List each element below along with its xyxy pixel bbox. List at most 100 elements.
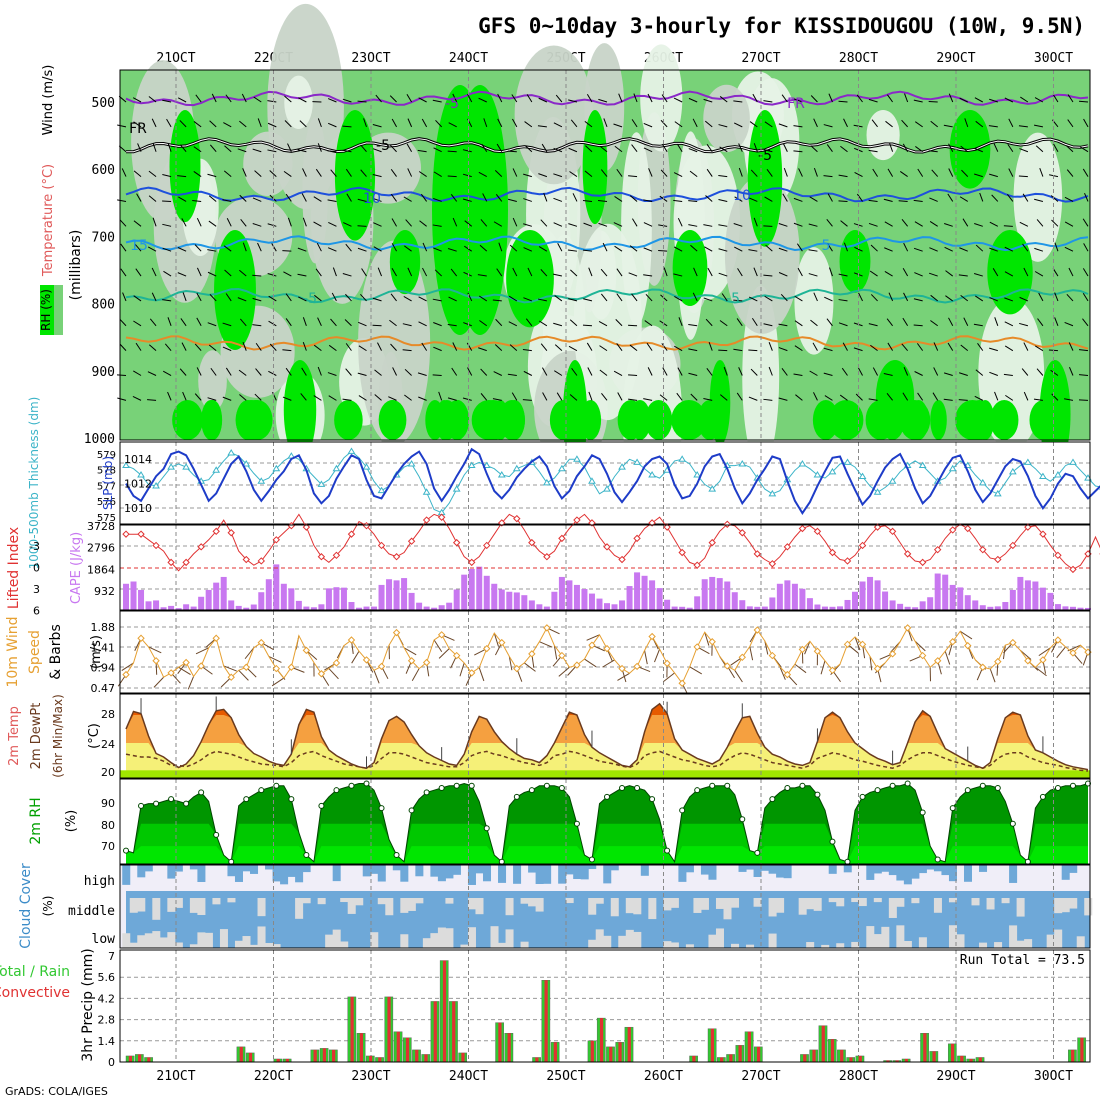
precip-convective-bar <box>830 1039 835 1062</box>
wind-barb <box>406 143 413 152</box>
cloud-high-bar <box>565 865 574 875</box>
cape-bar <box>1085 607 1091 610</box>
wind-barb <box>582 199 593 202</box>
wind10m-barb <box>121 662 134 671</box>
rh2m-marker <box>679 807 686 814</box>
wind10m-marker <box>873 664 882 673</box>
li-marker <box>768 560 777 568</box>
wind-barb <box>827 243 833 252</box>
wind-barb <box>317 118 322 128</box>
wind-barb <box>1064 196 1074 202</box>
wind-barb <box>328 222 337 227</box>
top-date-label: 27OCT <box>741 51 780 66</box>
wind-barb <box>342 149 352 153</box>
cape-bar <box>724 581 731 610</box>
cape-bar <box>483 575 490 610</box>
rh-dry-region <box>1013 132 1063 262</box>
cloud-middle-gap <box>257 898 266 917</box>
wind-barb <box>973 323 983 327</box>
cape-bar <box>243 607 250 610</box>
cape-bar <box>791 583 798 610</box>
wind-barb <box>553 122 563 128</box>
wind-barb <box>222 199 232 202</box>
isotherm-label: -5 <box>445 96 459 112</box>
wind-barb <box>810 319 818 327</box>
wind-barb <box>661 143 668 152</box>
wind-barb <box>838 299 848 302</box>
wind-barb <box>117 124 127 128</box>
precip-convective-bar <box>821 1025 825 1062</box>
cloud-low-gap <box>595 929 604 948</box>
cloud-low-gap <box>948 925 957 948</box>
cloud-low-gap <box>460 944 469 948</box>
cloud-middle-gap <box>858 898 867 907</box>
wind-barb <box>300 393 307 401</box>
cloud-high-bar <box>437 865 446 882</box>
wind-barb <box>855 393 863 401</box>
wind-barb <box>360 293 367 302</box>
wind-barb <box>553 173 563 178</box>
precip-convective-bar <box>128 1055 133 1062</box>
li-marker <box>783 543 792 551</box>
cape-bar <box>716 578 723 610</box>
cape-bar <box>904 606 911 610</box>
li-marker <box>558 534 566 543</box>
rh2m-marker <box>979 782 986 789</box>
cloud-high-bar <box>250 865 259 874</box>
wind-barb <box>421 118 428 128</box>
wind-barb <box>1082 318 1089 327</box>
wind-barb <box>813 118 818 128</box>
cape-bar <box>882 591 889 610</box>
rh2m-marker <box>423 789 430 796</box>
wind-barb <box>661 343 668 351</box>
cloud-middle-gap <box>768 898 777 917</box>
rh-moist-region <box>582 110 608 225</box>
wind-barb <box>438 391 443 401</box>
wind-barb <box>738 367 743 376</box>
rh2m-marker <box>408 807 415 814</box>
cape-bar <box>265 579 272 610</box>
wind-barb <box>643 247 653 252</box>
wind-barb <box>524 121 533 128</box>
wind-barb <box>752 93 758 103</box>
wind10m-barb <box>794 663 807 674</box>
wind-barb <box>463 322 472 327</box>
wind-barb <box>826 318 833 327</box>
wind-barb <box>1008 118 1014 128</box>
wind-barb <box>885 120 893 128</box>
cape-bar <box>987 606 994 610</box>
wind-barb <box>271 243 277 252</box>
temp-base-band <box>120 770 1090 778</box>
cloud-middle-gap <box>753 898 762 907</box>
thickness-marker <box>1054 471 1062 478</box>
wind10m-barb <box>433 639 443 653</box>
wind-barb <box>614 245 623 252</box>
cloud-low-gap <box>851 941 860 948</box>
precip-convective-bar <box>147 1057 151 1062</box>
cloud-middle-gap <box>648 898 657 920</box>
cloud-middle-gap <box>174 898 183 908</box>
wind-barb <box>211 93 217 103</box>
thickness-marker <box>1069 458 1077 465</box>
wind-barb <box>703 398 713 401</box>
wind-barb <box>868 323 878 327</box>
wind-barb <box>357 372 367 376</box>
precip-convective-bar <box>904 1058 909 1062</box>
cape-bar <box>536 604 543 610</box>
cape-bar <box>401 578 408 610</box>
cloud-high-bar <box>783 865 792 879</box>
cape-bar <box>867 576 874 610</box>
cloud-high-bar <box>761 865 770 871</box>
cloud-middle-gap <box>896 898 905 907</box>
wind-barb <box>523 370 533 376</box>
cloud-low-gap <box>325 934 334 948</box>
precip-convective-bar <box>747 1031 751 1062</box>
wind-barb <box>497 93 503 103</box>
cape-bar <box>731 592 738 610</box>
wind-barb <box>992 268 999 277</box>
wind-barb <box>116 374 127 377</box>
wind-barb <box>357 100 367 103</box>
wind10m-barb <box>779 666 786 680</box>
isotherm-label: 10 <box>733 188 751 204</box>
cloud-high-bar <box>768 865 777 874</box>
